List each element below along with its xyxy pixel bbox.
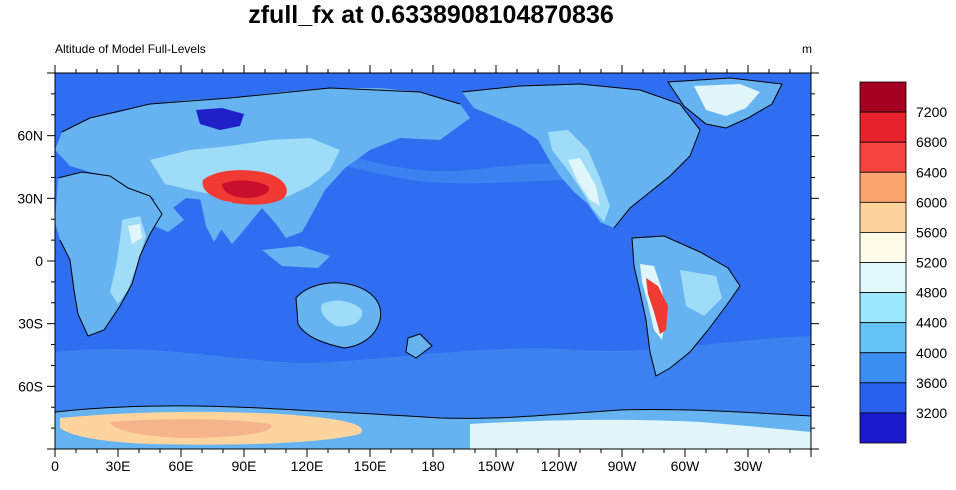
x-tick-label: 30E <box>106 458 131 474</box>
x-tick-label: 60E <box>169 458 194 474</box>
y-tick-label: 60N <box>17 128 43 144</box>
x-tick-label: 150W <box>478 458 515 474</box>
y-tick-label: 0 <box>35 253 43 269</box>
colorbar-label: 6400 <box>916 164 947 180</box>
x-tick-label: 0 <box>51 458 59 474</box>
y-tick-label: 60S <box>18 378 43 394</box>
coastlines <box>55 77 811 419</box>
x-tick-label: 180 <box>421 458 445 474</box>
map-units-label: m <box>802 42 812 56</box>
map-field <box>55 73 811 449</box>
colorbar-label: 4800 <box>916 285 947 301</box>
ethiopian-highland <box>128 224 142 244</box>
colorbar-label: 3200 <box>916 405 947 421</box>
colorbar-swatch <box>859 352 907 384</box>
x-tick-label: 120W <box>541 458 578 474</box>
colorbar-label: 4400 <box>916 315 947 331</box>
colorbar-swatch <box>859 232 907 263</box>
colorbar-swatch <box>859 81 907 113</box>
maritime-continent <box>262 246 330 268</box>
map-axes: 0 30E 60E 90E 120E 150E 180 150W 120W 90W 60W 30W 60… <box>17 65 819 474</box>
map-subtitle-left: Altitude of Model Full-Levels <box>55 42 206 56</box>
colorbar-label: 6800 <box>916 134 947 150</box>
colorbar-swatch <box>859 201 907 233</box>
africa <box>55 172 162 336</box>
antarctica-east-ice <box>470 419 811 449</box>
australia-interior <box>320 300 363 327</box>
y-tick-label: 30N <box>17 190 43 206</box>
brazilian-highland <box>680 270 722 316</box>
map-title: zfull_fx at 0.6338908104870836 <box>248 1 614 29</box>
colorbar-swatch <box>859 382 907 414</box>
colorbar-swatch <box>859 171 907 203</box>
colorbar: 7200 6800 6400 6000 5600 5200 4800 4400 4000 3600… <box>859 81 947 444</box>
colorbar-label: 5200 <box>916 255 947 271</box>
colorbar-swatch <box>859 412 907 444</box>
colorbar-label: 7200 <box>916 104 947 120</box>
india <box>200 198 232 242</box>
northern-ocean-band <box>330 150 600 184</box>
colorbar-swatch <box>859 141 907 173</box>
colorbar-swatch <box>859 262 907 293</box>
y-tick-label: 30S <box>18 316 43 332</box>
andes-plateau <box>646 278 668 334</box>
x-tick-label: 30W <box>734 458 764 474</box>
x-tick-label: 120E <box>291 458 324 474</box>
colorbar-swatch <box>859 111 907 143</box>
siberian-depression <box>196 108 244 130</box>
colorbar-label: 3600 <box>916 375 947 391</box>
colorbar-label: 4000 <box>916 345 947 361</box>
colorbar-label: 6000 <box>916 194 947 210</box>
x-tick-label: 90W <box>608 458 638 474</box>
x-tick-label: 90E <box>232 458 257 474</box>
colorbar-swatch <box>859 292 907 324</box>
antarctica-dome <box>110 419 272 438</box>
mexican-plateau <box>568 158 600 206</box>
greenland-icecap <box>694 84 760 116</box>
colorbar-label: 5600 <box>916 224 947 240</box>
x-tick-label: 150E <box>354 458 387 474</box>
x-tick-label: 60W <box>671 458 701 474</box>
tibetan-plateau-core <box>222 180 269 198</box>
colorbar-swatch <box>859 322 907 354</box>
